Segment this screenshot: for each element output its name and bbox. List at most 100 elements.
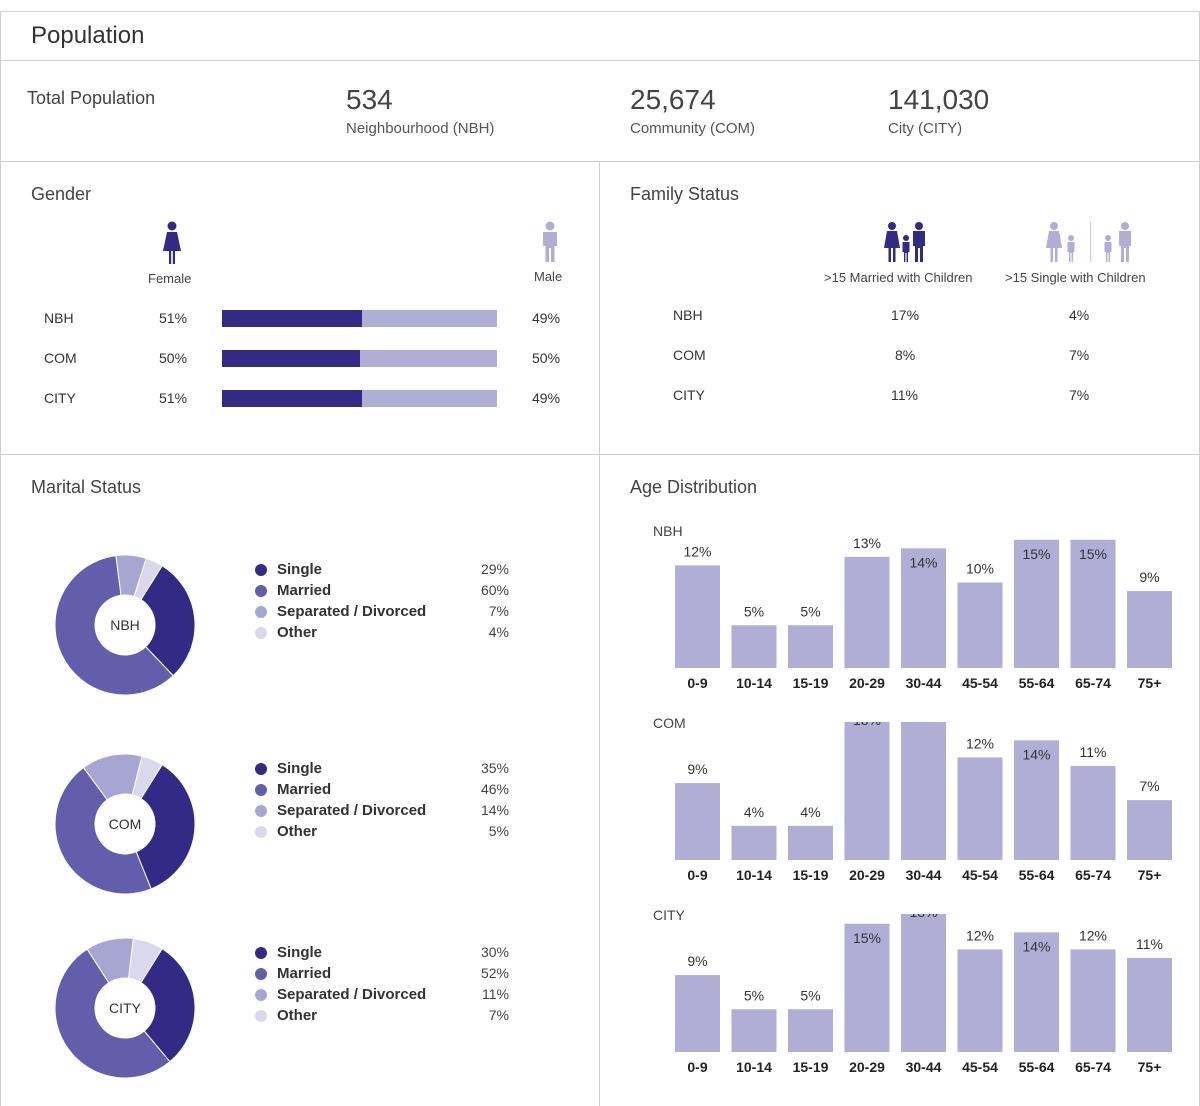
legend-item-single: Single 35% <box>255 760 515 780</box>
total-population-label: Total Population <box>27 88 156 108</box>
gender-bar <box>222 310 497 327</box>
age-bar <box>901 914 946 1052</box>
age-bar-value-label: 14% <box>1022 746 1050 762</box>
family-married-value: 8% <box>895 347 916 363</box>
age-bar <box>844 722 890 860</box>
legend-value: 7% <box>488 603 509 619</box>
age-bar-value-label: 5% <box>800 603 820 619</box>
divider <box>599 161 600 1106</box>
legend-label: Married <box>277 582 332 599</box>
marital-donut-city: CITY <box>55 938 195 1078</box>
gender-male-value: 49% <box>532 310 561 326</box>
age-bar <box>1127 957 1172 1052</box>
age-bar <box>901 722 946 860</box>
gender-bar <box>222 350 497 367</box>
legend-value: 7% <box>488 1007 509 1023</box>
single-mother-icon <box>1046 222 1075 262</box>
age-bar <box>957 582 1003 668</box>
age-bar <box>1070 949 1116 1052</box>
legend-label: Other <box>277 624 318 641</box>
gender-area-label: CITY <box>44 390 76 406</box>
legend-value: 60% <box>480 582 509 598</box>
age-bar-value-label: 5% <box>800 987 820 1003</box>
age-category-label: 65-74 <box>1075 1059 1111 1075</box>
legend-dot <box>255 763 267 775</box>
legend-value: 29% <box>480 561 509 577</box>
legend-item-other: Other 5% <box>255 823 515 843</box>
age-bar-value-label: 4% <box>744 804 764 820</box>
total-com-value: 25,674 <box>630 84 716 115</box>
married-family-icon <box>884 222 925 262</box>
age-bar <box>957 949 1003 1052</box>
legend-value: 52% <box>480 965 509 981</box>
age-bar-value-label: 15% <box>853 930 881 946</box>
age-category-label: 0-9 <box>687 675 707 691</box>
legend-item-separated: Separated / Divorced 7% <box>255 603 515 623</box>
female-icon <box>163 221 181 264</box>
age-category-label: 75+ <box>1138 1059 1162 1075</box>
age-category-label: 15-19 <box>793 675 829 691</box>
age-bar <box>901 548 946 668</box>
legend-dot <box>255 826 267 838</box>
age-bar-value-label: 5% <box>744 603 764 619</box>
family-area-label: CITY <box>673 387 705 403</box>
legend-item-separated: Separated / Divorced 14% <box>255 802 515 822</box>
age-category-label: 45-54 <box>962 1059 998 1075</box>
age-bar <box>1070 765 1116 860</box>
donut-center-label: NBH <box>110 617 140 633</box>
gender-bar-female-fill <box>222 310 363 327</box>
legend-dot <box>255 606 267 618</box>
page-title: Population <box>31 22 145 49</box>
age-bar-value-label: 10% <box>966 561 994 577</box>
age-bar <box>957 757 1003 860</box>
legend-item-separated: Separated / Divorced 11% <box>255 986 515 1006</box>
gender-bar-female-fill <box>222 350 360 367</box>
age-bar-value-label: 11% <box>1136 936 1163 952</box>
legend-label: Married <box>277 965 332 982</box>
age-bar <box>675 783 720 860</box>
donut-center-label: CITY <box>109 1000 142 1016</box>
age-category-label: 65-74 <box>1075 867 1111 883</box>
age-category-label: 55-64 <box>1019 867 1055 883</box>
family-area-label: COM <box>673 347 706 363</box>
age-category-label: 45-54 <box>962 675 998 691</box>
gender-female-value: 51% <box>159 310 188 326</box>
age-bar <box>788 625 833 668</box>
age-bar <box>788 1009 833 1052</box>
donut-slice-married <box>55 555 174 695</box>
divider <box>1 161 1199 162</box>
age-bar-value-label: 5% <box>744 987 764 1003</box>
legend-value: 11% <box>482 986 509 1002</box>
age-chart-title-city: CITY <box>653 907 685 923</box>
family-single-value: 7% <box>1069 387 1090 403</box>
legend-value: 35% <box>480 760 509 776</box>
male-label: Male <box>534 269 563 284</box>
age-chart-nbh: 12% 0-9 5% 10-14 5% 15-19 13% 20-29 14% 30-44 10% 4… <box>675 535 1172 691</box>
legend-value: 30% <box>480 944 509 960</box>
legend-label: Separated / Divorced <box>277 802 427 819</box>
age-bar-value-label: 12% <box>966 927 994 943</box>
total-com-label: Community (COM) <box>630 120 756 137</box>
legend-dot <box>255 1010 267 1022</box>
age-category-label: 15-19 <box>793 867 829 883</box>
legend-item-single: Single 30% <box>255 944 515 964</box>
legend-label: Other <box>277 1007 318 1024</box>
legend-item-married: Married 52% <box>255 965 515 985</box>
female-label: Female <box>148 271 192 286</box>
age-category-label: 30-44 <box>906 867 942 883</box>
age-bar <box>844 923 890 1052</box>
gender-male-value: 49% <box>532 390 561 406</box>
male-icon <box>543 221 557 262</box>
age-bar-value-label: 11% <box>1080 744 1107 760</box>
legend-item-married: Married 60% <box>255 582 515 602</box>
gender-female-value: 51% <box>159 390 188 406</box>
legend-label: Single <box>277 561 323 578</box>
legend-label: Separated / Divorced <box>277 986 427 1003</box>
family-col-married: >15 Married with Children <box>824 270 973 285</box>
age-bar-value-label: 14% <box>909 554 937 570</box>
divider <box>1 60 1199 61</box>
age-category-label: 15-19 <box>793 1059 829 1075</box>
donut-center-label: COM <box>109 816 142 832</box>
age-bar-value-label: 14% <box>1022 938 1050 954</box>
gender-bar-female-fill <box>222 390 363 407</box>
